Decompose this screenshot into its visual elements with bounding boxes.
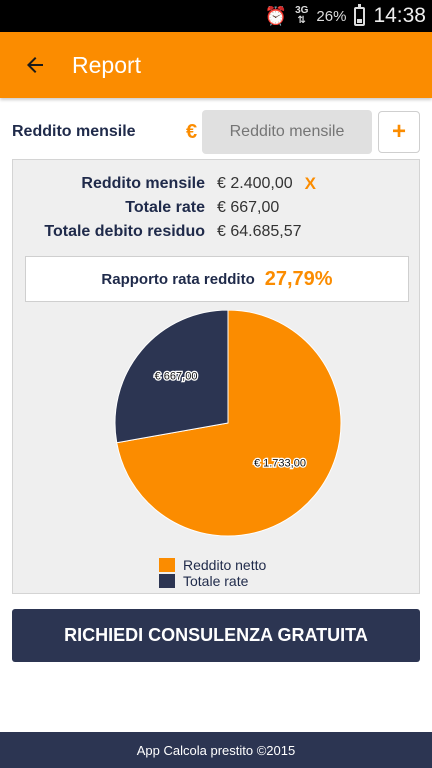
legend-swatch [159, 558, 175, 572]
summary: Reddito mensile € 2.400,00 X Totale rate… [13, 172, 421, 244]
pie-chart: € 1.733,00 € 667,00 [114, 310, 342, 537]
summary-row-income: Reddito mensile € 2.400,00 X [13, 172, 421, 196]
summary-row-installments: Totale rate € 667,00 [13, 196, 421, 220]
network-3g-icon: 3G ⇅ [295, 5, 309, 26]
clock: 14:38 [373, 4, 426, 27]
summary-value: € 2.400,00 [217, 175, 293, 192]
status-bar: ⏰ 3G ⇅ 26% 14:38 [0, 0, 432, 32]
pie-slice-label-1: € 667,00 [155, 370, 198, 382]
legend-swatch [159, 574, 175, 588]
request-consultation-button[interactable]: RICHIEDI CONSULENZA GRATUITA [12, 609, 420, 662]
summary-value: € 64.685,57 [217, 223, 302, 240]
arrow-left-icon[interactable] [0, 32, 64, 98]
battery-percent: 26% [316, 7, 347, 25]
remove-income-button[interactable]: X [304, 174, 316, 193]
footer-text: App Calcola prestito ©2015 [136, 742, 296, 758]
summary-label: Totale rate [125, 199, 205, 216]
pie-slice-label-0: € 1.733,00 [254, 458, 306, 470]
page-title: Report [72, 51, 142, 78]
summary-label: Totale debito residuo [44, 223, 205, 240]
income-entry-row: Reddito mensile € + [12, 110, 420, 154]
summary-value: € 667,00 [217, 199, 280, 216]
footer: App Calcola prestito ©2015 [0, 732, 432, 768]
alarm-icon: ⏰ [264, 5, 288, 27]
report-panel: Reddito mensile € 2.400,00 X Totale rate… [12, 159, 420, 594]
add-income-button[interactable]: + [378, 111, 420, 153]
income-label: Reddito mensile [12, 123, 136, 140]
summary-row-residual-debt: Totale debito residuo € 64.685,57 [13, 220, 421, 244]
battery-icon [354, 3, 366, 26]
ratio-value: 27,79% [264, 267, 333, 290]
legend-item-installments: Totale rate [159, 573, 266, 589]
legend-label: Reddito netto [183, 557, 267, 573]
pie-slice-1 [114, 310, 229, 444]
euro-icon: € [186, 120, 198, 143]
legend-label: Totale rate [183, 573, 249, 589]
pie-slice-0 [116, 310, 342, 537]
legend-item-net-income: Reddito netto [159, 557, 266, 573]
app-bar: Report [0, 32, 432, 98]
income-input[interactable] [202, 110, 372, 154]
ratio-box: Rapporto rata reddito 27,79% [25, 256, 409, 302]
summary-label: Reddito mensile [81, 175, 205, 192]
chart-legend: Reddito netto Totale rate [159, 557, 266, 589]
ratio-label: Rapporto rata reddito [101, 270, 255, 288]
